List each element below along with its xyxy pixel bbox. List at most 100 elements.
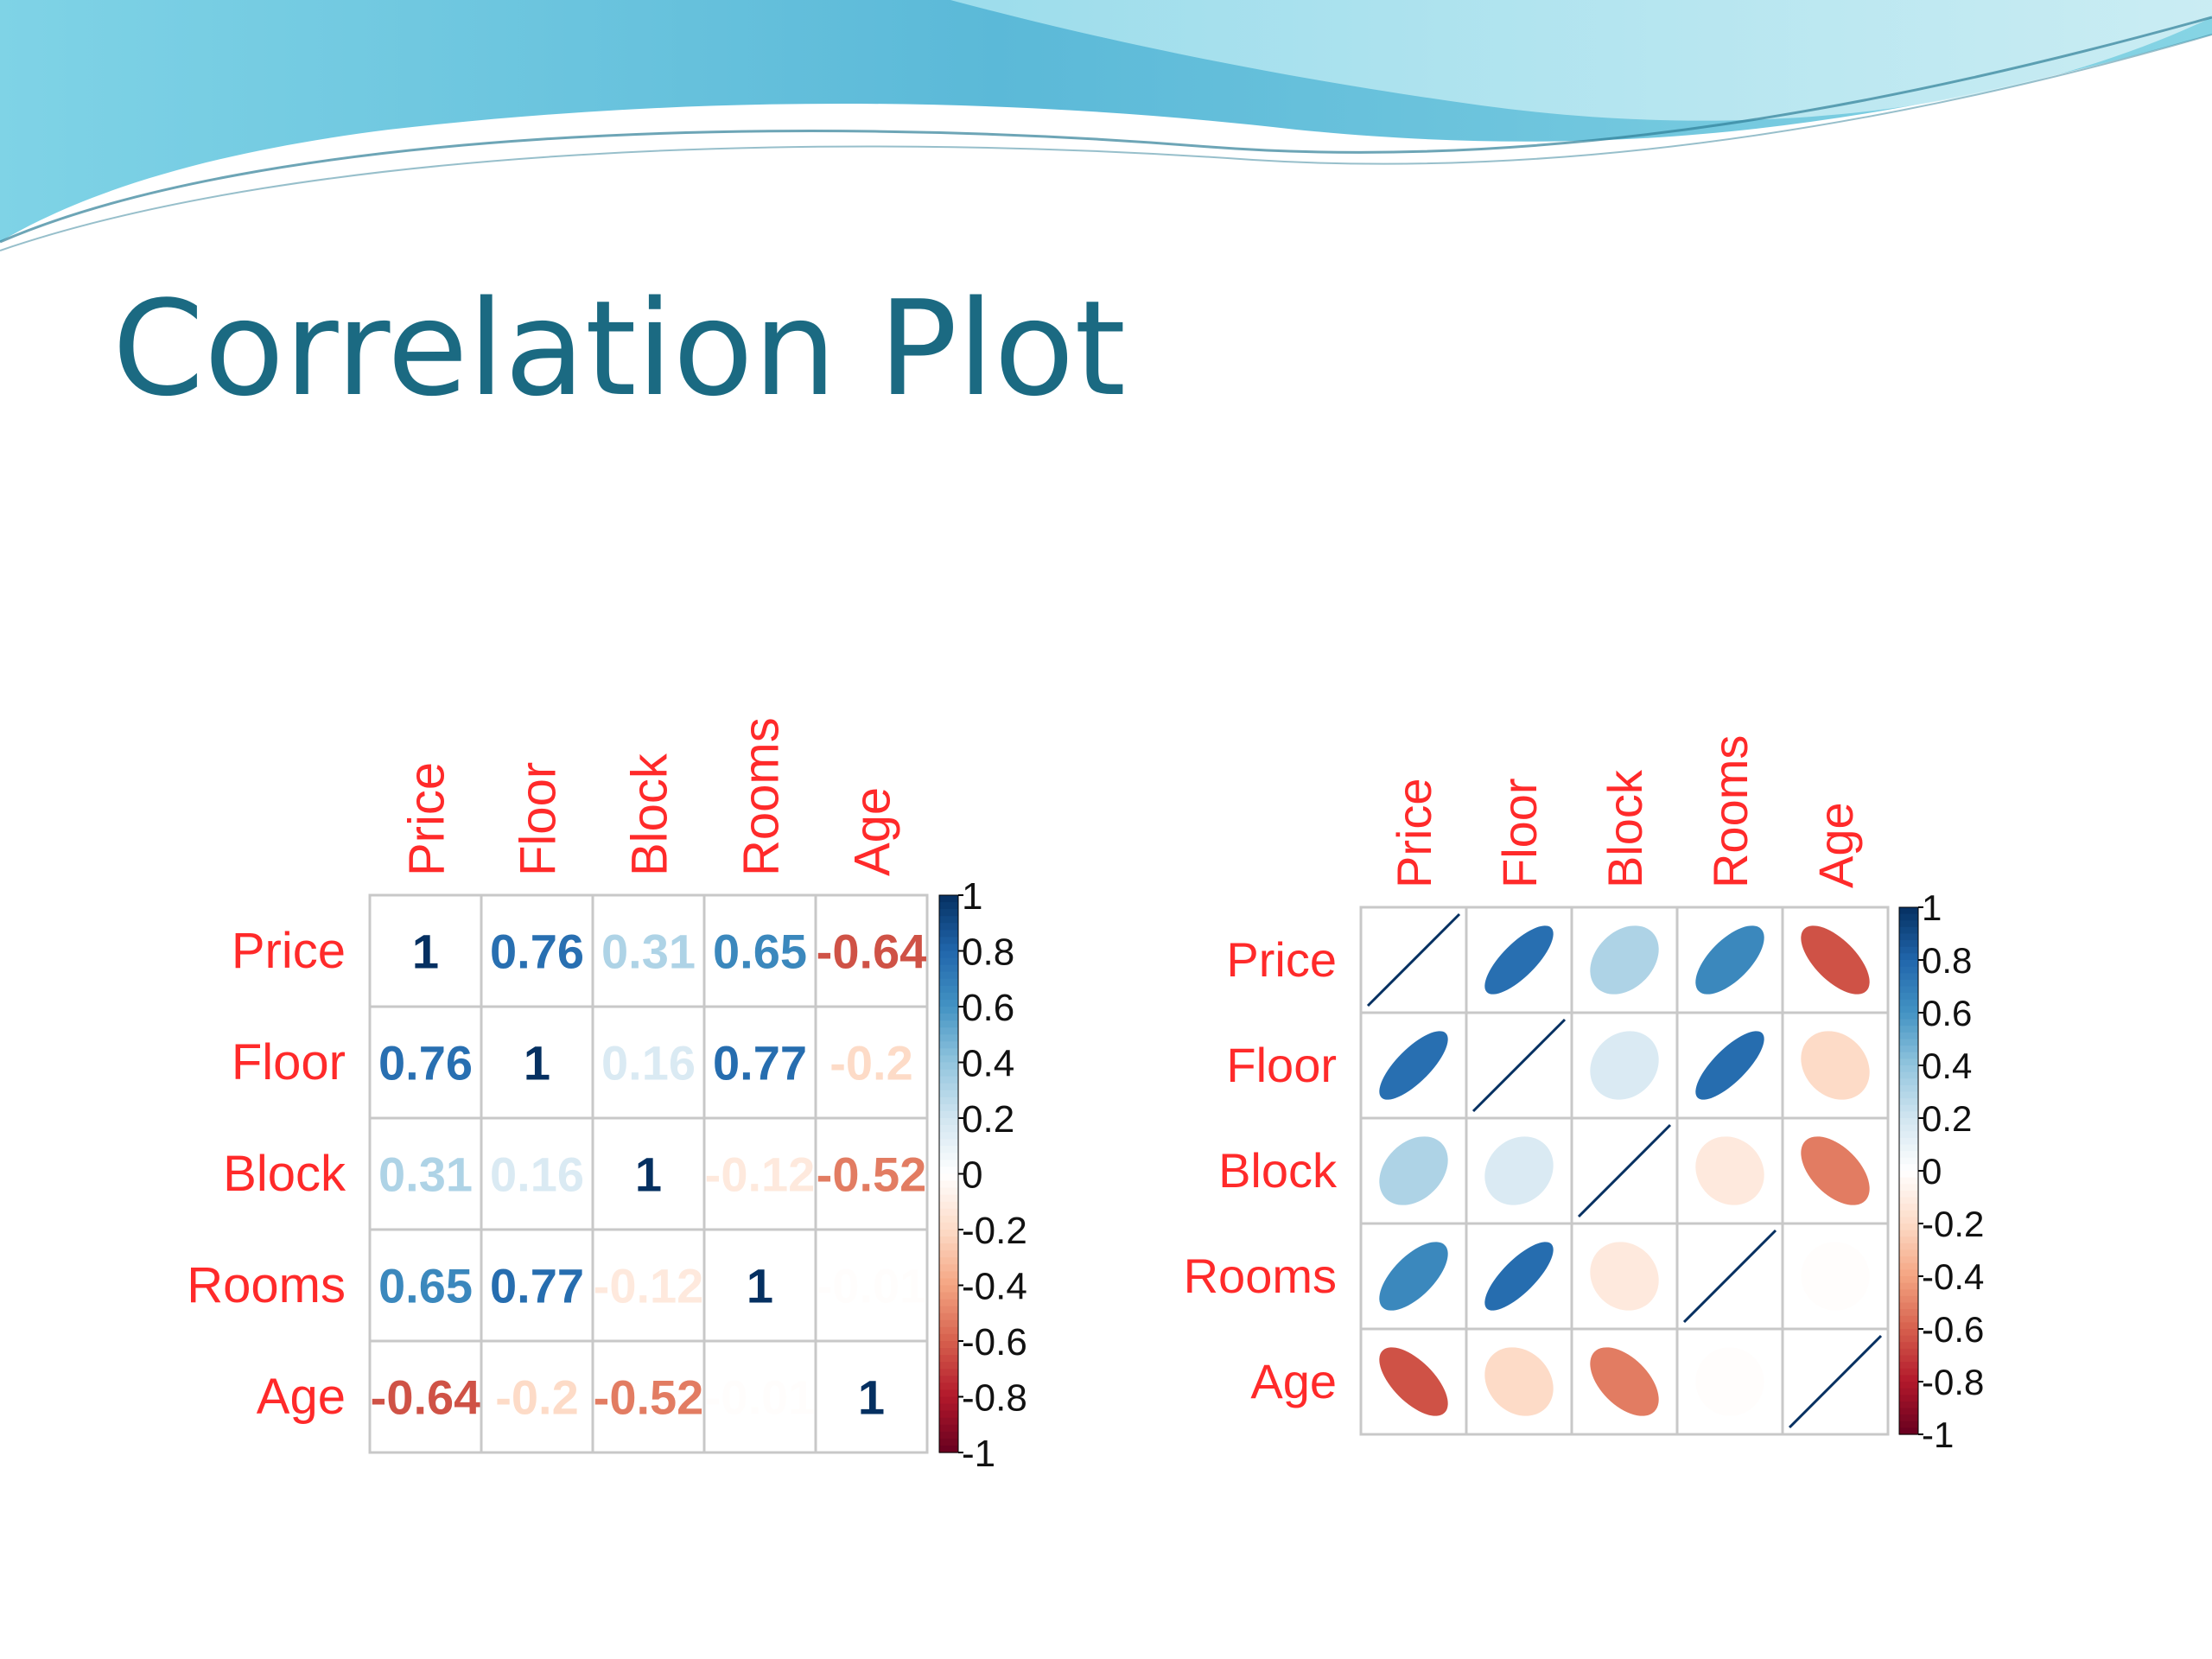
colorbar-segment	[1899, 1408, 1918, 1415]
correlation-value: 1	[747, 1259, 773, 1313]
colorbar-tick-label: 0.6	[962, 987, 1014, 1029]
correlation-value: 1	[858, 1370, 885, 1425]
column-label: Rooms	[733, 717, 789, 876]
column-label: Price	[398, 762, 454, 876]
colorbar-tick-label: 0.4	[1922, 1046, 1972, 1086]
colorbar-segment	[939, 1055, 958, 1064]
correlation-ellipse	[1484, 1136, 1554, 1205]
colorbar-segment	[939, 1369, 958, 1376]
colorbar-segment	[1899, 1262, 1918, 1270]
colorbar-segment	[1899, 946, 1918, 954]
correlation-value: -0.01	[817, 1259, 927, 1313]
colorbar-segment	[939, 909, 958, 917]
column-label: Age	[844, 787, 900, 876]
colorbar-segment	[939, 1222, 958, 1230]
row-label: Block	[1218, 1143, 1338, 1198]
colorbar-segment	[939, 985, 958, 994]
colorbar-segment	[1899, 966, 1918, 974]
colorbar-segment	[1899, 1091, 1918, 1099]
colorbar-segment	[1899, 986, 1918, 994]
colorbar-segment	[939, 1034, 958, 1042]
colorbar-segment	[1899, 1329, 1918, 1337]
correlation-value: 1	[635, 1147, 662, 1202]
column-label: Block	[1598, 769, 1652, 888]
correlation-ellipse	[1695, 925, 1764, 995]
colorbar-segment	[1899, 1052, 1918, 1059]
colorbar-segment	[939, 1250, 958, 1258]
correlation-value: -0.64	[371, 1370, 481, 1425]
colorbar-segment	[939, 957, 958, 966]
correlation-value: 1	[524, 1036, 550, 1090]
row-label: Rooms	[187, 1257, 346, 1313]
colorbar-tick-label: -0.4	[1922, 1256, 1984, 1297]
correlation-ellipse	[1695, 1347, 1764, 1416]
colorbar-segment	[939, 1348, 958, 1356]
colorbar-segment	[939, 1166, 958, 1175]
colorbar-segment	[1899, 907, 1918, 915]
matrix-cell	[368, 1116, 483, 1231]
correlation-ellipse	[1379, 1136, 1448, 1205]
colorbar-segment	[1899, 1249, 1918, 1257]
correlation-value: 0.77	[713, 1036, 807, 1090]
colorbar-segment	[939, 1027, 958, 1035]
matrix-cell	[814, 1339, 929, 1454]
colorbar-segment	[939, 1103, 958, 1112]
colorbar-segment	[1899, 1388, 1918, 1395]
colorbar-segment	[1899, 920, 1918, 928]
matrix-cell	[368, 1005, 483, 1120]
colorbar-segment	[939, 1341, 958, 1349]
colorbar-segment	[939, 1048, 958, 1057]
colorbar-segment	[1899, 1039, 1918, 1046]
colorbar-segment	[1899, 1071, 1918, 1079]
matrix-cell	[814, 1116, 929, 1231]
correlation-value: 0.16	[601, 1036, 696, 1090]
column-label: Age	[1808, 802, 1863, 888]
colorbar-segment	[1899, 1289, 1918, 1297]
colorbar-segment	[1899, 1382, 1918, 1389]
colorbar-tick-label: 0	[962, 1154, 982, 1196]
colorbar-segment	[1899, 1032, 1918, 1040]
colorbar-segment	[939, 1041, 958, 1049]
colorbar-segment	[1899, 973, 1918, 981]
row-label: Rooms	[1184, 1249, 1337, 1303]
colorbar-segment	[939, 999, 958, 1007]
colorbar-segment	[1899, 960, 1918, 968]
colorbar-segment	[1899, 1355, 1918, 1363]
colorbar-segment	[939, 1403, 958, 1412]
colorbar-segment	[1899, 913, 1918, 921]
colorbar-segment	[1899, 1335, 1918, 1343]
colorbar-segment	[1899, 1375, 1918, 1382]
correlation-value: -0.52	[594, 1370, 704, 1425]
colorbar-segment	[939, 1285, 958, 1294]
colorbar-segment	[1899, 926, 1918, 935]
correlation-value: -0.2	[830, 1036, 913, 1090]
colorbar-segment	[1899, 1210, 1918, 1217]
correlation-ellipse	[1484, 1347, 1554, 1416]
colorbar-segment	[939, 1014, 958, 1021]
colorbar-segment	[1899, 1342, 1918, 1350]
colorbar-segment	[939, 1187, 958, 1196]
matrix-cell	[814, 1005, 929, 1120]
matrix-cell	[480, 1005, 594, 1120]
colorbar-segment	[1899, 1058, 1918, 1066]
colorbar-segment	[939, 902, 958, 910]
colorbar-segment	[939, 930, 958, 938]
correlation-ellipse	[1590, 1347, 1659, 1416]
colorbar-tick-label: 0.6	[1922, 993, 1972, 1033]
row-label: Price	[1226, 932, 1337, 987]
correlation-value: 0.77	[490, 1259, 584, 1313]
colorbar-segment	[939, 1096, 958, 1105]
correlation-value: 0.31	[601, 925, 696, 979]
colorbar-segment	[1899, 1395, 1918, 1402]
row-label: Block	[223, 1146, 346, 1202]
correlation-ellipse	[1484, 925, 1554, 995]
colorbar-segment	[1899, 940, 1918, 948]
correlation-ellipse	[1695, 1031, 1764, 1100]
colorbar-segment	[939, 1020, 958, 1028]
colorbar-tick-label: -0.8	[1922, 1362, 1984, 1402]
colorbar-segment	[1899, 1157, 1918, 1165]
colorbar-tick-label: 0.4	[962, 1042, 1014, 1084]
colorbar-segment	[1899, 1322, 1918, 1330]
colorbar-segment	[1899, 1184, 1918, 1192]
